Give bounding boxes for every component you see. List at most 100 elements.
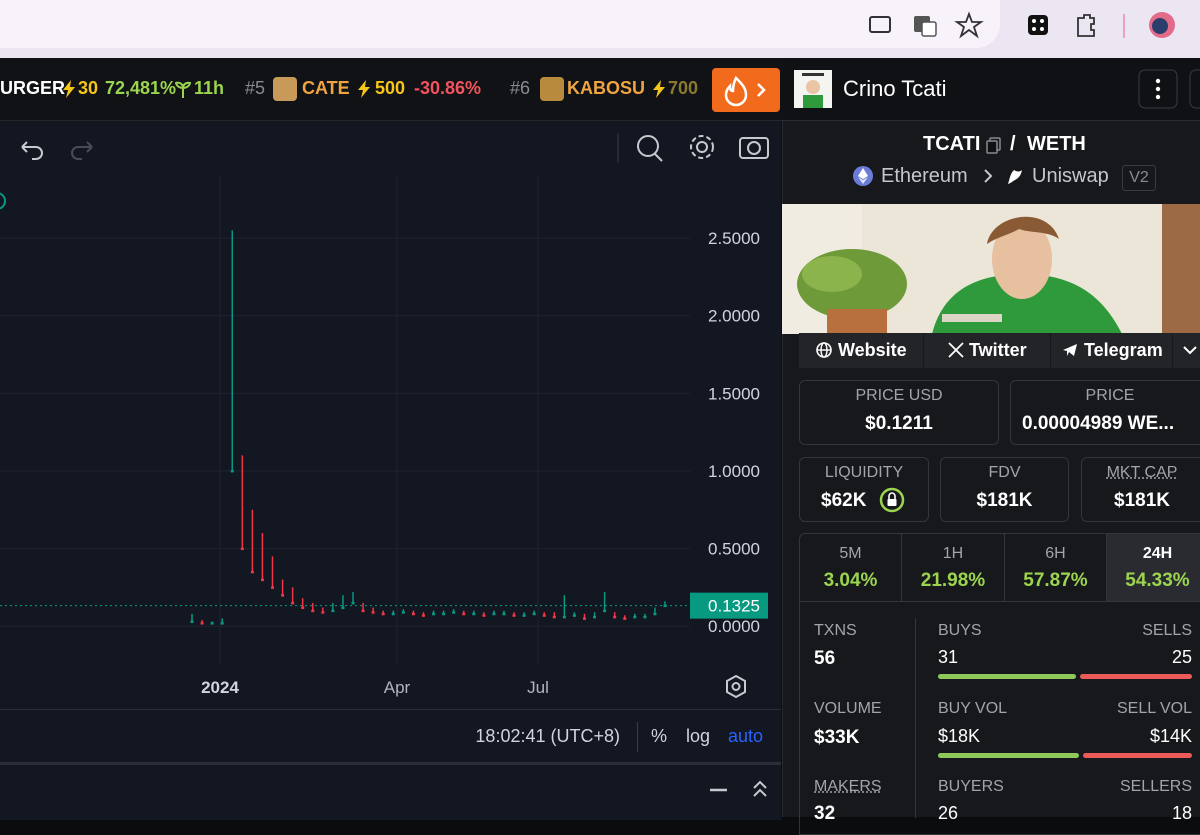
price-label: PRICE USD <box>855 387 943 404</box>
period-divider <box>901 534 902 601</box>
trending-ticker <box>0 58 782 121</box>
install-icon[interactable] <box>869 16 891 33</box>
period-label[interactable]: 1H <box>942 545 964 562</box>
ticker-name[interactable]: CATE <box>302 78 350 98</box>
candle-body <box>281 594 285 597</box>
txns-total: 56 <box>814 648 836 669</box>
ratio-bar <box>1082 753 1192 758</box>
period-divider <box>1106 534 1107 601</box>
candle-body <box>572 614 576 617</box>
ticker-boost: 700 <box>668 78 699 98</box>
snapshot-button <box>747 141 761 155</box>
social-links <box>799 333 1200 368</box>
undo-button[interactable] <box>21 141 43 160</box>
buys-label: BUYS <box>938 622 982 639</box>
settings-button[interactable] <box>696 141 708 153</box>
chart-toolbar <box>0 121 781 177</box>
candle-body <box>623 617 627 620</box>
ratio-bar <box>938 674 1077 679</box>
candle-body <box>331 609 335 613</box>
chain-name[interactable]: Ethereum <box>881 165 968 187</box>
panel-button[interactable] <box>1189 69 1200 109</box>
telegram-icon <box>1063 344 1077 356</box>
translate-icon[interactable] <box>921 21 937 37</box>
twitter-link[interactable]: Twitter <box>969 340 1027 360</box>
axis-settings[interactable] <box>726 674 746 699</box>
candle-body <box>421 614 425 617</box>
volume-label: VOLUME <box>814 700 882 717</box>
stat-label: MKT CAP <box>1106 464 1178 481</box>
token-banner <box>782 204 1200 334</box>
period-selected <box>1107 534 1200 601</box>
auto-toggle[interactable]: auto <box>728 726 764 746</box>
stat-box <box>799 457 929 522</box>
percent-toggle[interactable]: % <box>651 726 668 746</box>
dex-name[interactable]: Uniswap <box>1032 165 1109 187</box>
header-buttons <box>1138 69 1200 109</box>
stat-box <box>940 457 1069 522</box>
footer-divider <box>637 722 638 752</box>
menu-button[interactable] <box>1138 69 1178 109</box>
period-label[interactable]: 24H <box>1142 545 1173 562</box>
ticker-name[interactable]: URGER <box>0 78 66 98</box>
chart-background <box>0 176 781 709</box>
price-value: 0.00004989 WE... <box>1022 413 1175 434</box>
candle-body <box>411 612 415 616</box>
candle-body <box>593 615 597 619</box>
extension-icon[interactable] <box>1028 15 1048 35</box>
candle-body <box>240 547 244 551</box>
toolbar-icons <box>21 133 769 163</box>
candle-body <box>442 612 446 616</box>
candle-body <box>532 612 536 616</box>
candle-body <box>260 578 264 582</box>
ticker-change: 72,481% <box>105 78 177 98</box>
period-divider <box>1004 534 1005 601</box>
log-toggle[interactable]: log <box>686 726 711 746</box>
candle-body <box>321 611 325 614</box>
txns-label: TXNS <box>814 622 857 639</box>
status-dot <box>0 192 6 210</box>
txns-ratio <box>938 674 1192 679</box>
maximize-button[interactable] <box>753 780 767 797</box>
y-tick-label: 0.0000 <box>708 617 760 636</box>
snapshot-button[interactable] <box>739 137 769 159</box>
boost-icon <box>653 80 665 98</box>
ticker-rank: #5 <box>245 78 266 98</box>
alert-button[interactable] <box>637 135 659 157</box>
puzzle-icon[interactable] <box>1077 14 1095 37</box>
candle-body <box>361 609 365 613</box>
ticker-name[interactable]: KABOSU <box>567 78 646 98</box>
ticker-change: -30.86% <box>414 78 482 98</box>
candle-body <box>250 570 254 574</box>
pair-header <box>782 58 1200 121</box>
stat-box <box>1081 457 1200 522</box>
pair-separator: / <box>1010 133 1016 155</box>
dex-icon <box>1008 170 1022 184</box>
candle-body <box>633 615 637 619</box>
more-links[interactable] <box>1180 340 1200 360</box>
candle-body <box>311 609 315 613</box>
y-tick-label: 2.0000 <box>708 307 760 326</box>
period-label[interactable]: 5M <box>839 545 862 562</box>
candle-body <box>301 606 305 610</box>
twitter-icon <box>948 342 964 358</box>
candle-body <box>432 612 436 616</box>
address-bar[interactable] <box>0 0 1000 48</box>
stat-label: LIQUIDITY <box>824 464 904 481</box>
candle-body <box>613 615 617 619</box>
website-link[interactable]: Website <box>838 340 907 360</box>
candle-body <box>482 614 486 617</box>
ticker-boost: 500 <box>375 78 406 98</box>
trending-button[interactable] <box>712 68 780 112</box>
extension-dot <box>1032 27 1036 31</box>
buy-vol-label: BUY VOL <box>938 700 1008 717</box>
telegram-link[interactable]: Telegram <box>1084 340 1163 360</box>
bookmark-icon[interactable] <box>954 11 984 39</box>
price-box <box>1010 380 1200 445</box>
candle-body <box>522 614 526 617</box>
redo-button[interactable] <box>71 141 93 160</box>
period-label[interactable]: 6H <box>1045 545 1066 562</box>
copy-icon[interactable] <box>986 137 1002 155</box>
candle-body <box>271 586 275 589</box>
